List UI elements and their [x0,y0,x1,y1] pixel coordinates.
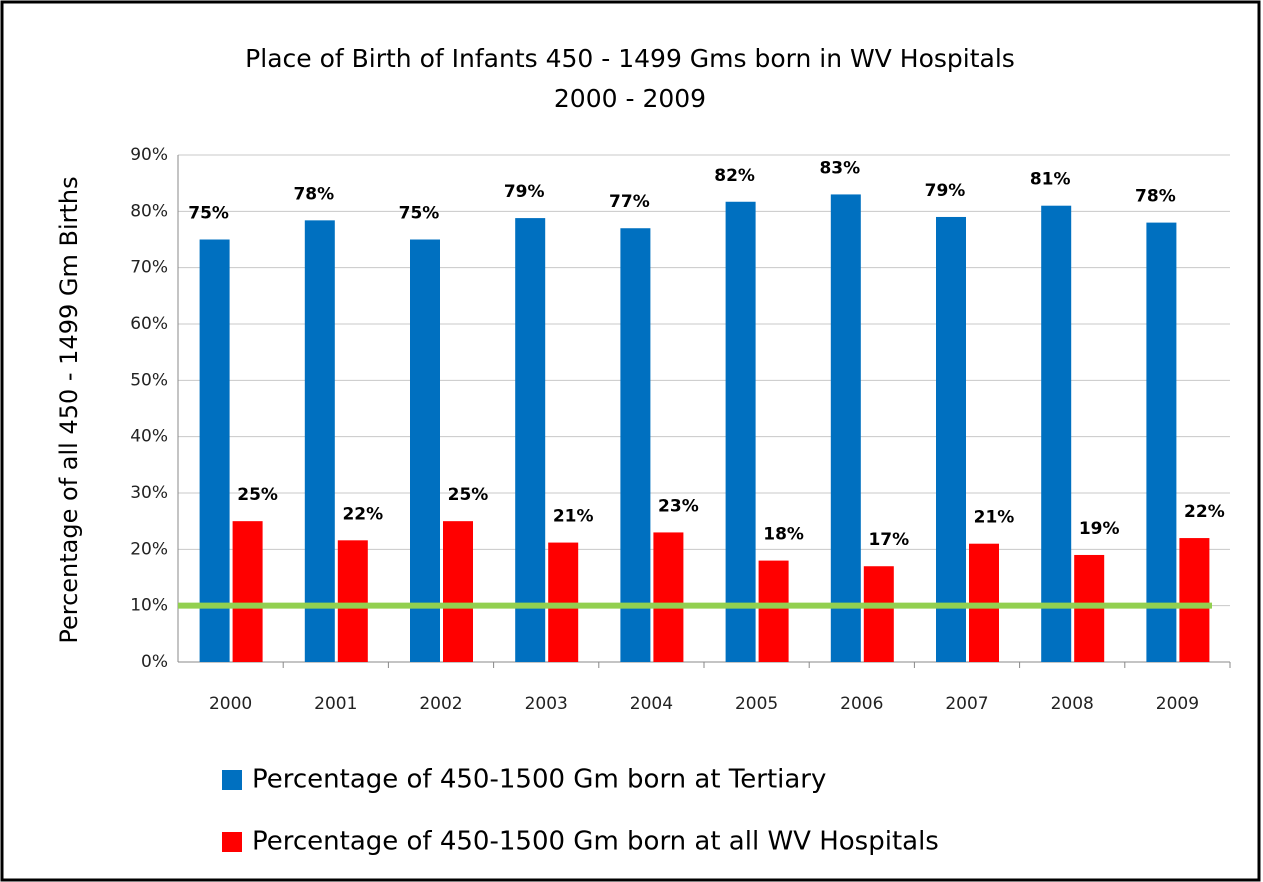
y-tick-label: 10% [130,596,168,616]
bar [620,228,651,662]
y-tick-label: 70% [130,258,168,278]
y-tick-label: 90% [130,145,168,165]
x-tick-label: 2008 [1051,694,1094,714]
value-label: 75% [399,204,440,224]
value-label: 82% [714,166,755,186]
value-label: 25% [237,485,278,505]
value-label: 21% [553,507,594,527]
bar [1041,205,1072,662]
x-tick-label: 2000 [209,694,252,714]
bar [830,194,861,662]
bar [653,532,684,662]
bar [1146,222,1177,662]
bar [443,521,473,662]
value-label: 17% [868,530,909,550]
value-label: 78% [293,184,334,204]
x-tick-label: 2005 [735,694,778,714]
y-tick-label: 20% [130,539,168,559]
x-tick-label: 2003 [525,694,568,714]
y-tick-label: 80% [130,201,168,221]
value-label: 75% [188,204,229,224]
bar [304,220,335,662]
y-tick-label: 50% [130,370,168,390]
bar [936,216,966,662]
x-tick-label: 2009 [1156,694,1199,714]
value-label: 77% [609,192,650,212]
y-tick-label: 0% [141,652,168,672]
bar [1179,538,1210,662]
bar [725,201,756,663]
value-label: 83% [819,158,860,178]
y-axis-label: Percentage of all 450 - 1499 Gm Births [55,176,83,643]
value-label: 25% [448,485,489,505]
legend-swatch [222,770,242,790]
value-label: 18% [763,525,804,545]
y-tick-label: 60% [130,314,168,334]
bar [515,218,546,663]
value-label: 19% [1079,519,1120,539]
value-label: 79% [925,181,966,201]
value-label: 22% [1184,502,1225,522]
value-label: 78% [1135,187,1176,207]
x-tick-label: 2002 [419,694,462,714]
bar [863,566,894,662]
legend-label: Percentage of 450-1500 Gm born at all WV… [252,827,939,857]
legend-swatch [222,832,242,852]
bar [548,542,579,662]
bar [758,560,789,662]
value-label: 23% [658,496,699,516]
bar [232,521,263,662]
value-label: 79% [504,182,545,202]
x-tick-label: 2007 [945,694,988,714]
x-tick-label: 2001 [314,694,357,714]
chart-subtitle: 2000 - 2009 [554,84,706,113]
x-tick-label: 2006 [840,694,883,714]
legend-label: Percentage of 450-1500 Gm born at Tertia… [252,765,826,795]
y-tick-label: 30% [130,483,168,503]
value-label: 21% [974,508,1015,528]
x-tick-label: 2004 [630,694,673,714]
bar [199,239,230,662]
bar [337,540,368,662]
value-label: 22% [342,504,383,524]
chart-title: Place of Birth of Infants 450 - 1499 Gms… [245,44,1015,73]
value-label: 81% [1030,170,1071,190]
bar [410,239,440,662]
y-tick-label: 40% [130,427,168,447]
